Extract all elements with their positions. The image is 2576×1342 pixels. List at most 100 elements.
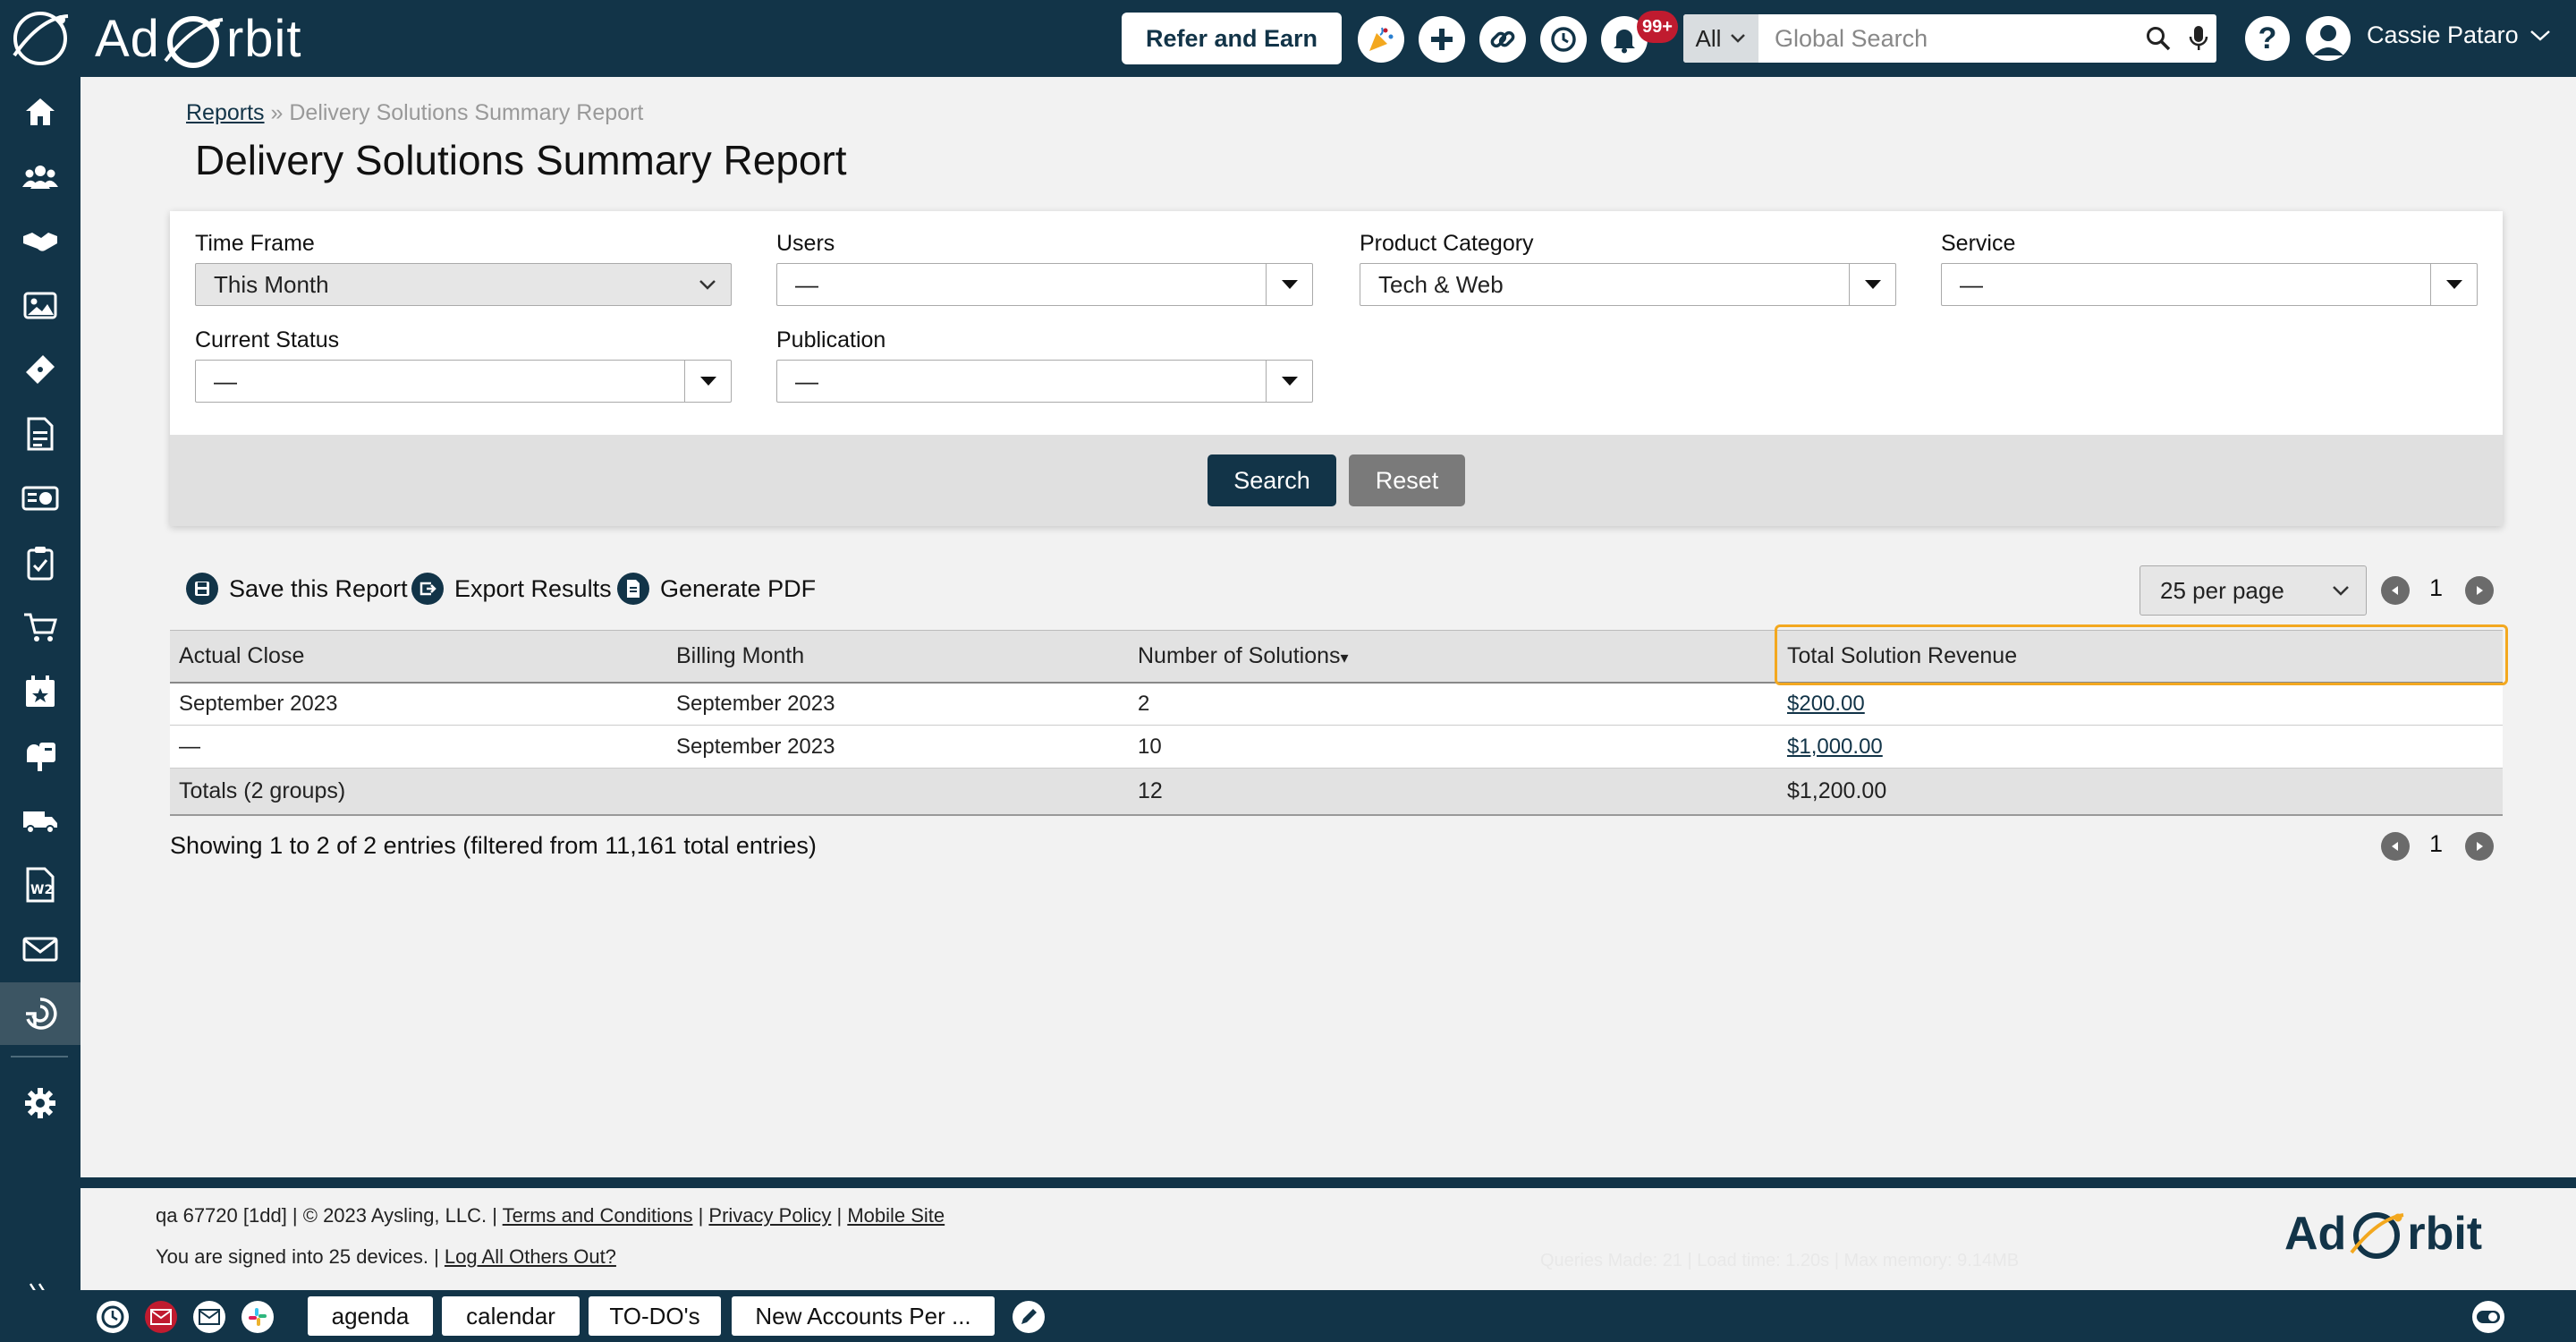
- column-header-actual-close[interactable]: Actual Close: [170, 630, 667, 684]
- table-totals-row: Totals (2 groups) 12 $1,200.00: [170, 768, 2503, 816]
- revenue-link[interactable]: $200.00: [1787, 691, 1865, 716]
- app-brand[interactable]: Ad rbit: [95, 5, 302, 72]
- column-header-label: Number of Solutions: [1138, 642, 1341, 668]
- avatar[interactable]: [2306, 16, 2351, 61]
- breadcrumb-separator: »: [270, 100, 284, 125]
- product-category-value: Tech & Web: [1378, 270, 1504, 298]
- refer-and-earn-button[interactable]: Refer and Earn: [1122, 13, 1342, 64]
- footer-brand-right: rbit: [2407, 1208, 2483, 1260]
- breadcrumb-reports-link[interactable]: Reports: [186, 100, 265, 125]
- compose-icon[interactable]: [1013, 1301, 1045, 1333]
- per-page-select[interactable]: 25 per page: [2140, 565, 2367, 616]
- notifications-count-badge: 99+: [1637, 11, 1678, 43]
- sidebar-item-tax-forms[interactable]: W2: [0, 854, 80, 916]
- generate-pdf-button[interactable]: Generate PDF: [617, 573, 816, 605]
- sidebar-item-tickets[interactable]: [0, 338, 80, 401]
- column-header-total-solution-revenue[interactable]: Total Solution Revenue: [1778, 630, 2503, 684]
- prev-page-button[interactable]: [2381, 576, 2410, 605]
- prev-page-button-bottom[interactable]: [2381, 832, 2410, 861]
- product-category-select[interactable]: Tech & Web: [1360, 263, 1896, 306]
- service-select[interactable]: —: [1941, 263, 2478, 306]
- orbit-logo-icon[interactable]: [9, 9, 72, 68]
- save-report-button[interactable]: Save this Report: [186, 573, 408, 605]
- sidebar-item-events[interactable]: [0, 660, 80, 723]
- current-status-select[interactable]: —: [195, 360, 732, 403]
- column-header-billing-month[interactable]: Billing Month: [667, 630, 1129, 684]
- next-page-button-bottom[interactable]: [2465, 832, 2494, 861]
- search-scope-select[interactable]: All: [1683, 14, 1758, 63]
- users-value: —: [795, 270, 818, 298]
- users-select[interactable]: —: [776, 263, 1313, 306]
- microphone-icon[interactable]: [2189, 24, 2208, 53]
- publication-select[interactable]: —: [776, 360, 1313, 403]
- calendar-star-icon: [26, 675, 55, 707]
- revenue-link[interactable]: $1,000.00: [1787, 734, 1883, 759]
- sidebar-item-delivery[interactable]: [0, 789, 80, 852]
- user-menu[interactable]: Cassie Pataro: [2367, 21, 2551, 49]
- report-table: Actual Close Billing Month Number of Sol…: [170, 630, 2503, 816]
- add-icon[interactable]: [1419, 16, 1465, 63]
- footer-copyright: qa 67720 [1dd] | © 2023 Aysling, LLC. |: [156, 1204, 497, 1227]
- totals-billing-month: [667, 768, 1129, 816]
- history-icon[interactable]: [1540, 16, 1587, 63]
- reports-icon: [26, 998, 57, 1030]
- sidebar-item-mail[interactable]: [0, 918, 80, 981]
- sidebar-item-media[interactable]: [0, 274, 80, 336]
- tab-todos[interactable]: TO-DO's: [589, 1296, 721, 1336]
- sidebar-item-billing[interactable]: [0, 467, 80, 530]
- search-button[interactable]: Search: [1208, 454, 1336, 506]
- sidebar-item-home[interactable]: [0, 81, 80, 143]
- caret-down-icon: [1849, 264, 1895, 305]
- time-clock-icon[interactable]: [97, 1301, 129, 1333]
- tab-calendar[interactable]: calendar: [442, 1296, 580, 1336]
- time-frame-select[interactable]: This Month: [195, 263, 732, 306]
- email-alert-icon[interactable]: [145, 1301, 177, 1333]
- toggle-icon[interactable]: [2472, 1301, 2504, 1333]
- cell-total-revenue: $1,000.00: [1778, 725, 2503, 769]
- document-icon: [27, 417, 54, 451]
- sidebar-item-contacts[interactable]: [0, 145, 80, 208]
- export-results-button[interactable]: Export Results: [411, 573, 612, 605]
- footer-logo: Ad rbit: [2284, 1206, 2482, 1261]
- privacy-link[interactable]: Privacy Policy: [708, 1204, 832, 1227]
- sidebar-item-documents[interactable]: [0, 403, 80, 465]
- sidebar-item-reports[interactable]: [0, 982, 80, 1045]
- sidebar-item-distribution[interactable]: [0, 725, 80, 787]
- next-page-button[interactable]: [2465, 576, 2494, 605]
- slack-icon[interactable]: [242, 1301, 274, 1333]
- column-header-number-of-solutions[interactable]: Number of Solutions▾: [1129, 630, 1778, 684]
- cell-total-revenue: $200.00: [1778, 682, 2503, 726]
- terms-link[interactable]: Terms and Conditions: [502, 1204, 693, 1227]
- mobile-site-link[interactable]: Mobile Site: [847, 1204, 945, 1227]
- tab-new-accounts[interactable]: New Accounts Per ...: [732, 1296, 995, 1336]
- tab-agenda[interactable]: agenda: [308, 1296, 433, 1336]
- sidebar-item-deals[interactable]: [0, 209, 80, 272]
- sidebar-item-orders[interactable]: [0, 596, 80, 658]
- media-icon: [23, 292, 57, 319]
- handshake-icon: [23, 233, 57, 251]
- caret-left-icon: [2392, 586, 2398, 595]
- search-icon[interactable]: [2145, 25, 2172, 52]
- email-icon[interactable]: [193, 1301, 225, 1333]
- party-popper-icon[interactable]: [1358, 16, 1404, 63]
- publication-label: Publication: [776, 327, 886, 352]
- footer-brand-left: Ad: [2284, 1208, 2347, 1260]
- caret-down-icon: [1266, 264, 1312, 305]
- sidebar-divider: [11, 1056, 68, 1057]
- sidebar-item-settings[interactable]: [0, 1072, 80, 1134]
- caret-right-icon: [2477, 842, 2483, 851]
- table-row: September 2023 September 2023 2 $200.00: [170, 682, 2503, 726]
- link-icon[interactable]: [1479, 16, 1526, 63]
- export-results-label: Export Results: [454, 574, 612, 602]
- sidebar: W2: [0, 77, 80, 1313]
- help-icon[interactable]: ?: [2245, 16, 2290, 61]
- totals-number-of-solutions: 12: [1129, 768, 1778, 816]
- time-frame-value: This Month: [214, 270, 329, 298]
- caret-down-icon: [1266, 361, 1312, 402]
- cell-actual-close: September 2023: [170, 682, 667, 726]
- global-search-input[interactable]: [1758, 14, 2136, 63]
- log-out-others-link[interactable]: Log All Others Out?: [444, 1245, 616, 1268]
- reset-button[interactable]: Reset: [1349, 454, 1465, 506]
- sidebar-item-tasks[interactable]: [0, 531, 80, 594]
- chevron-down-icon: [684, 264, 731, 305]
